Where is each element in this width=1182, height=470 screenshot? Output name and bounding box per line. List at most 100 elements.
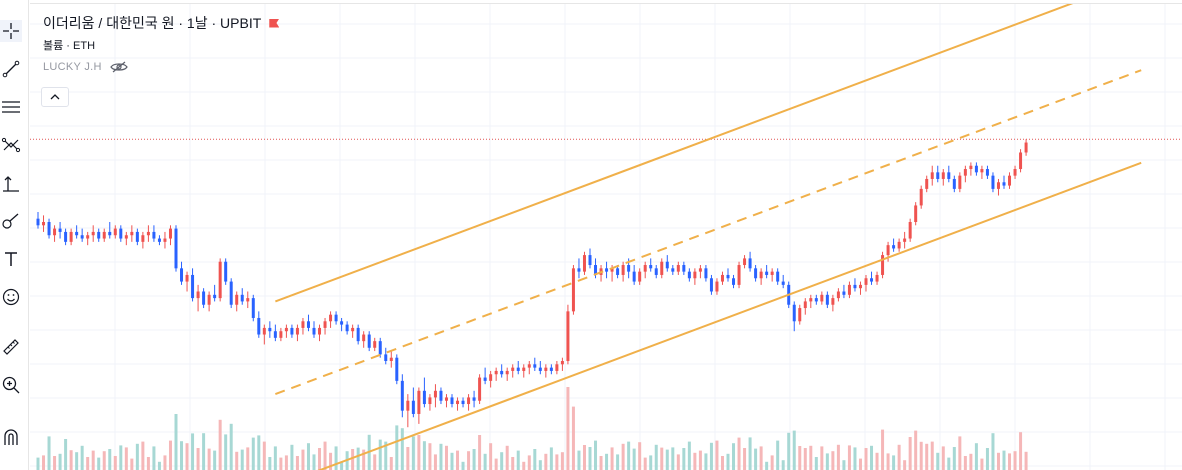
- collapse-legend-button[interactable]: [41, 87, 69, 107]
- candle: [803, 298, 807, 315]
- pattern-icon[interactable]: [0, 134, 22, 156]
- volume-bar: [478, 435, 482, 470]
- candle: [743, 255, 747, 269]
- candle: [196, 284, 200, 312]
- candle: [671, 265, 675, 275]
- candle: [781, 274, 785, 289]
- candle: [152, 225, 156, 242]
- candle: [726, 268, 730, 282]
- candle: [422, 377, 426, 408]
- candle: [340, 317, 344, 332]
- candle: [439, 387, 443, 405]
- candle-body: [483, 377, 487, 381]
- volume-bar: [919, 441, 923, 470]
- volume-bar: [709, 442, 713, 470]
- candle-body: [991, 175, 995, 189]
- candle-body: [963, 169, 967, 176]
- candle-body: [555, 364, 559, 371]
- candle: [533, 357, 537, 371]
- volume-label[interactable]: 볼륨 · ETH: [43, 40, 96, 52]
- volume-bar: [163, 455, 167, 470]
- volume-bar: [958, 436, 962, 470]
- candle: [825, 291, 829, 309]
- candle-body: [102, 231, 106, 239]
- candle-body: [351, 327, 355, 332]
- candle-body: [135, 231, 139, 242]
- candle-body: [996, 182, 1000, 189]
- volume-bar: [903, 460, 907, 470]
- candle-body: [914, 205, 918, 222]
- candle: [207, 291, 211, 312]
- candle-body: [660, 261, 664, 275]
- candle: [489, 370, 493, 388]
- parallel-channel[interactable]: [275, 4, 1142, 470]
- ruler-icon[interactable]: [0, 336, 22, 358]
- candle-body: [704, 268, 708, 279]
- author-label: LUCKY J.H: [43, 61, 102, 73]
- volume-bar: [842, 460, 846, 470]
- candle: [892, 238, 896, 252]
- eye-hidden-icon[interactable]: [110, 61, 128, 73]
- volume-bar: [273, 446, 277, 470]
- candle-body: [417, 390, 421, 414]
- candle: [616, 265, 620, 279]
- candle: [157, 235, 161, 246]
- trend-line-icon[interactable]: [0, 58, 22, 80]
- candle: [914, 202, 918, 226]
- candle: [1019, 149, 1023, 173]
- candle-body: [903, 238, 907, 242]
- text-tool-icon[interactable]: [0, 248, 22, 270]
- emoji-icon[interactable]: [0, 286, 22, 308]
- candle-body: [853, 284, 857, 289]
- price-chart[interactable]: [30, 4, 1182, 470]
- candle-body: [152, 231, 156, 239]
- prediction-icon[interactable]: [0, 172, 22, 194]
- volume-bar: [224, 434, 228, 470]
- candle-body: [781, 281, 785, 285]
- candle-body: [318, 327, 322, 335]
- candle: [560, 357, 564, 371]
- candle: [919, 185, 923, 209]
- candle-body: [671, 268, 675, 272]
- volume-bar: [720, 456, 724, 470]
- fib-retracement-icon[interactable]: [0, 96, 22, 118]
- candle: [213, 284, 217, 302]
- candle-body: [610, 268, 614, 272]
- candle: [318, 324, 322, 342]
- volume-bar: [952, 447, 956, 470]
- candle-body: [527, 364, 531, 368]
- volume-bar: [858, 458, 862, 470]
- candle-body: [146, 231, 150, 236]
- candle-body: [698, 268, 702, 272]
- candle: [467, 394, 471, 411]
- channel-lower-line: [317, 161, 1142, 470]
- volume-bar: [814, 457, 818, 470]
- brush-icon[interactable]: [0, 210, 22, 232]
- candle: [842, 284, 846, 299]
- candle-body: [925, 178, 929, 189]
- candle-body: [638, 271, 642, 282]
- candle: [240, 288, 244, 305]
- volume-bar: [914, 430, 918, 470]
- candle: [853, 278, 857, 292]
- candle-body: [1002, 182, 1006, 186]
- flag-icon[interactable]: [269, 18, 280, 28]
- candle: [527, 361, 531, 375]
- candle: [384, 347, 388, 365]
- candle: [444, 394, 448, 408]
- channel-middle-line: [275, 69, 1142, 396]
- candle-body: [367, 334, 371, 348]
- crosshair-icon[interactable]: [0, 20, 22, 42]
- candle-body: [108, 231, 112, 236]
- magnet-icon[interactable]: [0, 426, 22, 448]
- zoom-in-icon[interactable]: [0, 374, 22, 396]
- volume-bar: [759, 446, 763, 470]
- candle: [516, 361, 520, 375]
- symbol-title[interactable]: 이더리움 / 대한민국 원 · 1날 · UPBIT: [43, 15, 262, 31]
- candle: [135, 228, 139, 246]
- volume-bar: [925, 443, 929, 470]
- candle: [1002, 175, 1006, 189]
- volume-bar: [732, 443, 736, 470]
- volume-bar: [152, 446, 156, 470]
- candle: [257, 311, 261, 338]
